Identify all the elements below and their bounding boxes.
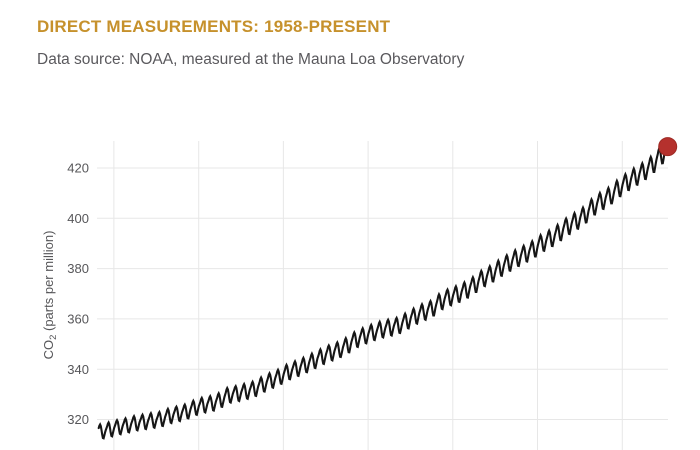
y-axis-title: CO2 (parts per million) [41,231,59,360]
y-tick-label: 400 [67,211,89,226]
y-tick-label: 420 [67,161,89,176]
y-tick-label: 340 [67,362,89,377]
chart-canvas[interactable]: 320 340 360 380 400 420 CO2 (parts per million… [0,125,700,450]
co2-series-line [97,139,669,440]
y-tick-label: 320 [67,412,89,427]
data-source-subtitle: Data source: NOAA, measured at the Mauna… [37,51,465,68]
co2-keeling-curve-chart[interactable]: 320 340 360 380 400 420 CO2 (parts per million… [0,125,700,450]
page-title: DIRECT MEASUREMENTS: 1958-PRESENT [37,17,391,36]
y-tick-label: 380 [67,261,89,276]
y-tick-labels: 320 340 360 380 400 420 [67,161,89,427]
x-gridlines [113,141,623,450]
latest-value-marker[interactable] [658,137,678,157]
y-tick-label: 360 [67,311,89,326]
y-gridlines [97,167,668,420]
